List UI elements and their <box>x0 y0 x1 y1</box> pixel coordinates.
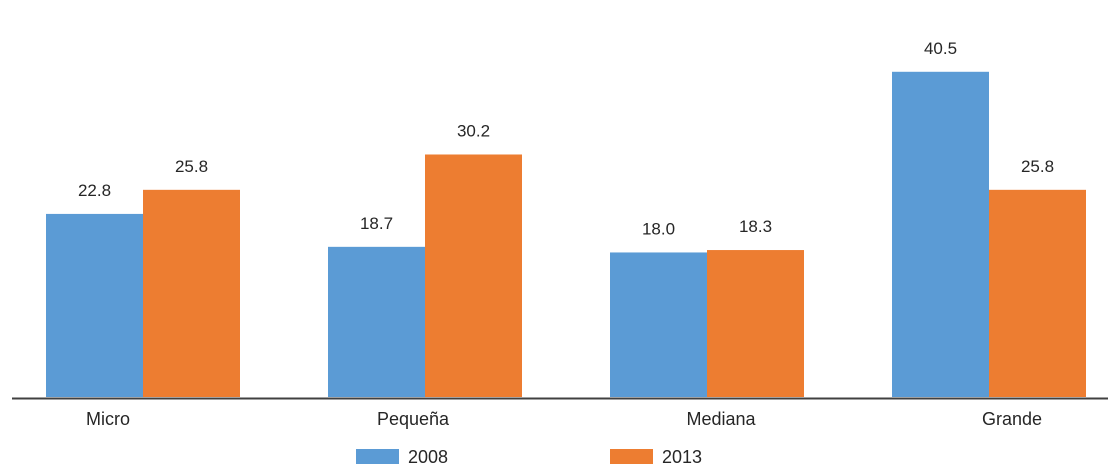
bars-layer <box>46 71 1086 397</box>
data-label-2008-0: 22.8 <box>78 181 111 200</box>
data-label-2008-1: 18.7 <box>360 214 393 233</box>
bar-2008-0 <box>46 213 143 397</box>
data-label-2013-1: 30.2 <box>457 121 490 140</box>
bar-2008-1 <box>328 246 425 397</box>
value-labels-layer: 22.8 25.8 18.7 30.2 18.0 18.3 40.5 25.8 <box>78 39 1054 239</box>
data-label-2008-2: 18.0 <box>642 219 675 238</box>
legend-label-2008: 2008 <box>408 447 448 467</box>
legend-swatch-2008 <box>356 449 399 464</box>
category-label-1: Pequeña <box>377 409 450 429</box>
bar-2008-2 <box>610 252 707 397</box>
bar-2008-3 <box>892 71 989 397</box>
bar-2013-1 <box>425 154 522 397</box>
data-label-2013-2: 18.3 <box>739 217 772 236</box>
legend-label-2013: 2013 <box>662 447 702 467</box>
bar-2013-3 <box>989 189 1086 397</box>
data-label-2013-0: 25.8 <box>175 157 208 176</box>
legend-swatch-2013 <box>610 449 653 464</box>
legend: 2008 2013 <box>356 447 702 467</box>
bar-2013-0 <box>143 189 240 397</box>
bar-2013-2 <box>707 250 804 397</box>
category-label-3: Grande <box>982 409 1042 429</box>
data-label-2008-3: 40.5 <box>924 39 957 58</box>
category-labels-layer: Micro Pequeña Mediana Grande <box>86 409 1042 429</box>
category-label-0: Micro <box>86 409 130 429</box>
category-label-2: Mediana <box>686 409 756 429</box>
data-label-2013-3: 25.8 <box>1021 157 1054 176</box>
